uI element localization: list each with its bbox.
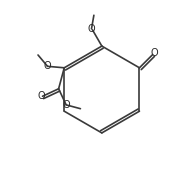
Text: O: O bbox=[150, 48, 158, 58]
Text: O: O bbox=[62, 100, 70, 110]
Text: O: O bbox=[37, 91, 45, 101]
Text: O: O bbox=[44, 61, 51, 71]
Text: O: O bbox=[88, 24, 95, 34]
